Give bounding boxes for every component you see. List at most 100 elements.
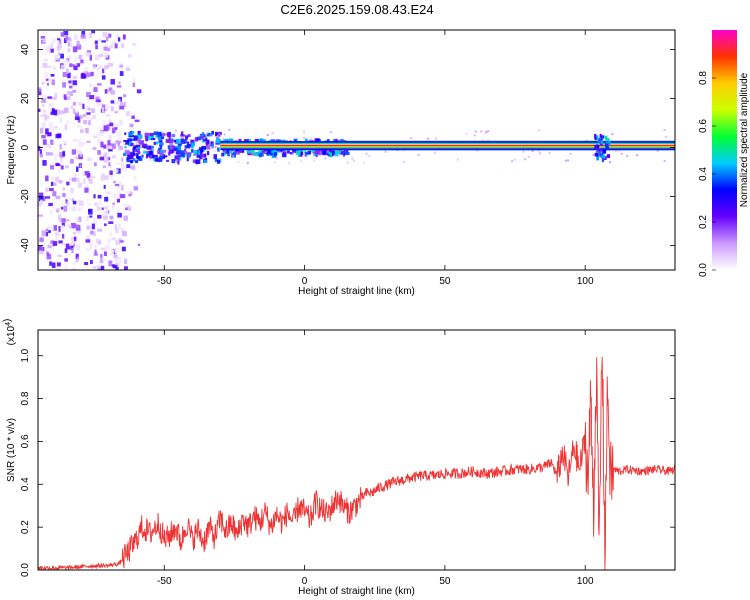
heatmap-cell	[60, 110, 65, 115]
heatmap-cell	[125, 140, 130, 145]
heatmap-cell	[611, 133, 614, 136]
heatmap-cell	[171, 150, 175, 154]
heatmap-cell	[75, 156, 79, 160]
heatmap-cell	[365, 152, 368, 155]
heatmap-cell	[274, 161, 277, 164]
heatmap-cell	[84, 187, 89, 193]
heatmap-cell	[124, 258, 128, 265]
heatmap-cell	[45, 175, 49, 182]
heatmap-cell	[68, 55, 72, 60]
heatmap-cell	[115, 227, 119, 234]
heatmap-cell	[267, 149, 273, 155]
heatmap-cell	[42, 139, 47, 145]
heatmap-cell	[73, 173, 78, 177]
heatmap-cell	[599, 149, 603, 152]
heatmap-cell	[104, 175, 109, 181]
x-tick-label: 50	[439, 576, 451, 587]
heatmap-cell	[89, 54, 93, 61]
heatmap-cell	[56, 46, 61, 51]
heatmap-cell	[47, 226, 52, 229]
heatmap-cell	[72, 89, 77, 93]
heatmap-cell	[97, 39, 102, 42]
heatmap-cell	[604, 135, 608, 140]
heatmap-cell	[176, 148, 181, 152]
heatmap-cell	[601, 157, 605, 163]
heatmap-cell	[66, 181, 70, 186]
heatmap-cell	[71, 248, 74, 254]
heatmap-cell	[118, 223, 121, 230]
heatmap-cell	[117, 147, 120, 151]
heatmap-cell	[353, 159, 356, 162]
heatmap-cell	[72, 46, 78, 53]
heatmap-cell	[123, 94, 127, 98]
spectrogram-heatmap	[38, 30, 675, 270]
heatmap-cell	[476, 149, 479, 152]
heatmap-cell	[108, 33, 112, 38]
heatmap-cell	[62, 151, 66, 157]
heatmap-cell	[108, 260, 113, 267]
heatmap-cell	[108, 134, 112, 140]
heatmap-cell	[132, 82, 136, 88]
heatmap-cell	[636, 154, 639, 157]
heatmap-cell	[159, 157, 163, 162]
heatmap-cell	[117, 71, 121, 75]
heatmap-cell	[274, 152, 277, 157]
heatmap-cell	[65, 36, 69, 41]
heatmap-cell	[524, 158, 527, 161]
heatmap-cell	[163, 149, 167, 153]
heatmap-cell	[160, 146, 163, 150]
heatmap-cell	[100, 247, 106, 251]
heatmap-cell	[209, 134, 212, 137]
heatmap-cell	[69, 158, 74, 164]
heatmap-cell	[75, 111, 79, 118]
heatmap-cell	[85, 239, 91, 243]
heatmap-cell	[51, 162, 56, 166]
colorbar-tick-label: 0.6	[698, 119, 709, 133]
heatmap-cell	[102, 258, 107, 262]
heatmap-cell	[45, 187, 48, 192]
heatmap-cell	[150, 155, 153, 158]
heatmap-cell	[99, 126, 103, 130]
heatmap-cell	[62, 193, 66, 198]
heatmap-cell	[205, 140, 208, 146]
heatmap-cell	[127, 138, 132, 142]
heatmap-cell	[41, 98, 46, 103]
heatmap-cell	[49, 48, 54, 53]
heatmap-cell	[136, 89, 142, 94]
heatmap-cell	[114, 43, 118, 49]
y-tick-label: 40	[20, 44, 31, 56]
heatmap-cell	[292, 150, 297, 153]
heatmap-cell	[58, 39, 62, 44]
heatmap-cell	[49, 125, 54, 131]
heatmap-cell	[165, 132, 168, 135]
heatmap-cell	[254, 152, 258, 157]
heatmap-cell	[239, 149, 242, 153]
heatmap-cell	[200, 136, 206, 140]
heatmap-cell	[249, 148, 255, 154]
heatmap-cell	[55, 176, 60, 182]
snr-x-axis-label: Height of straight line (km)	[298, 586, 415, 597]
heatmap-cell	[60, 32, 65, 37]
heatmap-cell	[112, 155, 116, 159]
heatmap-cell	[433, 151, 436, 154]
heatmap-cell	[80, 129, 84, 134]
snr-y-axis-label: SNR (10 * v/v)	[6, 418, 17, 482]
heatmap-cell	[73, 236, 77, 241]
heatmap-cell	[173, 145, 176, 149]
heatmap-cell	[178, 155, 182, 161]
heatmap-cell	[195, 159, 201, 164]
heatmap-cell	[161, 132, 165, 137]
heatmap-cell	[601, 135, 605, 139]
heatmap-cell	[84, 66, 89, 71]
heatmap-cell	[63, 94, 67, 99]
heatmap-cell	[59, 116, 62, 123]
heatmap-cell	[78, 142, 83, 147]
heatmap-cell	[115, 262, 120, 267]
heatmap-cell	[108, 221, 114, 225]
heatmap-cell	[114, 257, 118, 262]
heatmap-cell	[64, 258, 68, 262]
heatmap-cell	[214, 158, 219, 162]
heatmap-cell	[103, 152, 108, 157]
heatmap-cell	[76, 177, 80, 182]
heatmap-cell	[97, 194, 102, 199]
